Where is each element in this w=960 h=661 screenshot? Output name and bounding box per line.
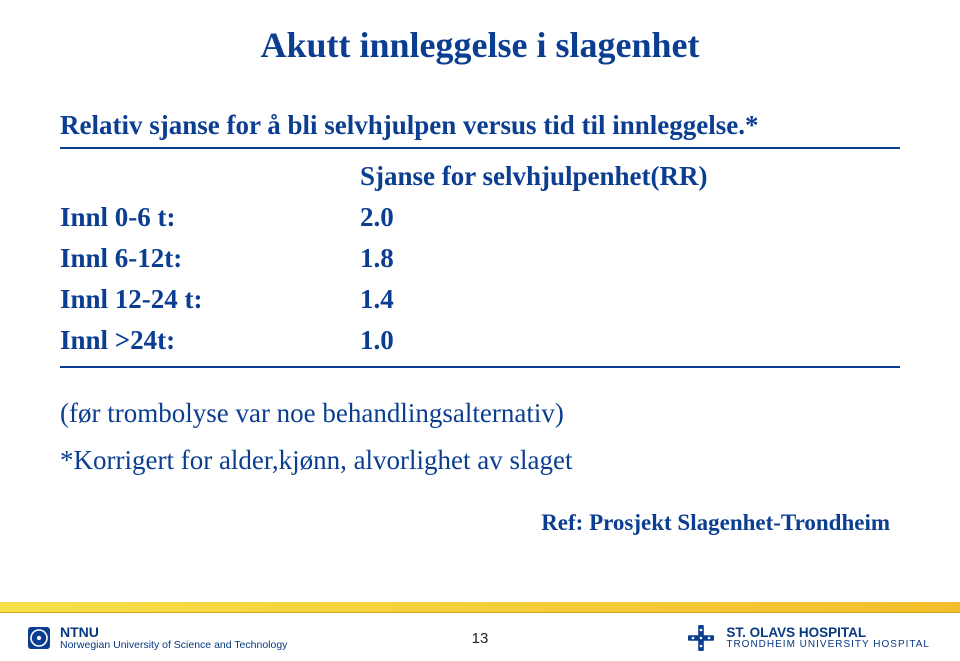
footnote-2: *Korrigert for alder,kjønn, alvorlighet … — [60, 445, 900, 476]
table-row: Innl 12-24 t: 1.4 — [60, 284, 900, 315]
row-label: Innl >24t: — [60, 325, 360, 356]
table-row: Innl 0-6 t: 2.0 — [60, 202, 900, 233]
ntnu-subtitle: Norwegian University of Science and Tech… — [60, 640, 287, 651]
bottom-rule — [60, 366, 900, 368]
slide-subtitle: Relativ sjanse for å bli selvhjulpen ver… — [60, 110, 900, 141]
data-table: Sjanse for selvhjulpenhet(RR) Innl 0-6 t… — [60, 161, 900, 356]
slide-title: Akutt innleggelse i slagenhet — [60, 24, 900, 66]
ntnu-block: NTNU Norwegian University of Science and… — [28, 625, 287, 651]
row-value: 1.4 — [360, 284, 394, 315]
table-header: Sjanse for selvhjulpenhet(RR) — [60, 161, 900, 192]
top-rule — [60, 147, 900, 149]
table-row: Innl >24t: 1.0 — [60, 325, 900, 356]
ntnu-logo-icon — [28, 627, 50, 649]
stolav-subtitle: TRONDHEIM UNIVERSITY HOSPITAL — [726, 640, 930, 651]
stolav-block: ST. OLAVS HOSPITAL TRONDHEIM UNIVERSITY … — [686, 623, 930, 653]
table-row: Innl 6-12t: 1.8 — [60, 243, 900, 274]
row-value: 1.8 — [360, 243, 394, 274]
row-value: 1.0 — [360, 325, 394, 356]
stolav-logo-icon — [686, 623, 716, 653]
footnote-1: (før trombolyse var noe behandlingsalter… — [60, 398, 900, 429]
row-label: Innl 6-12t: — [60, 243, 360, 274]
row-label: Innl 12-24 t: — [60, 284, 360, 315]
slide-number: 13 — [472, 630, 489, 647]
slide-footer: NTNU Norwegian University of Science and… — [0, 599, 960, 661]
stolav-name: ST. OLAVS HOSPITAL — [726, 626, 930, 640]
footer-band — [0, 602, 960, 613]
reference-line: Ref: Prosjekt Slagenhet-Trondheim — [60, 510, 900, 536]
row-label: Innl 0-6 t: — [60, 202, 360, 233]
row-value: 2.0 — [360, 202, 394, 233]
ntnu-name: NTNU — [60, 625, 287, 640]
